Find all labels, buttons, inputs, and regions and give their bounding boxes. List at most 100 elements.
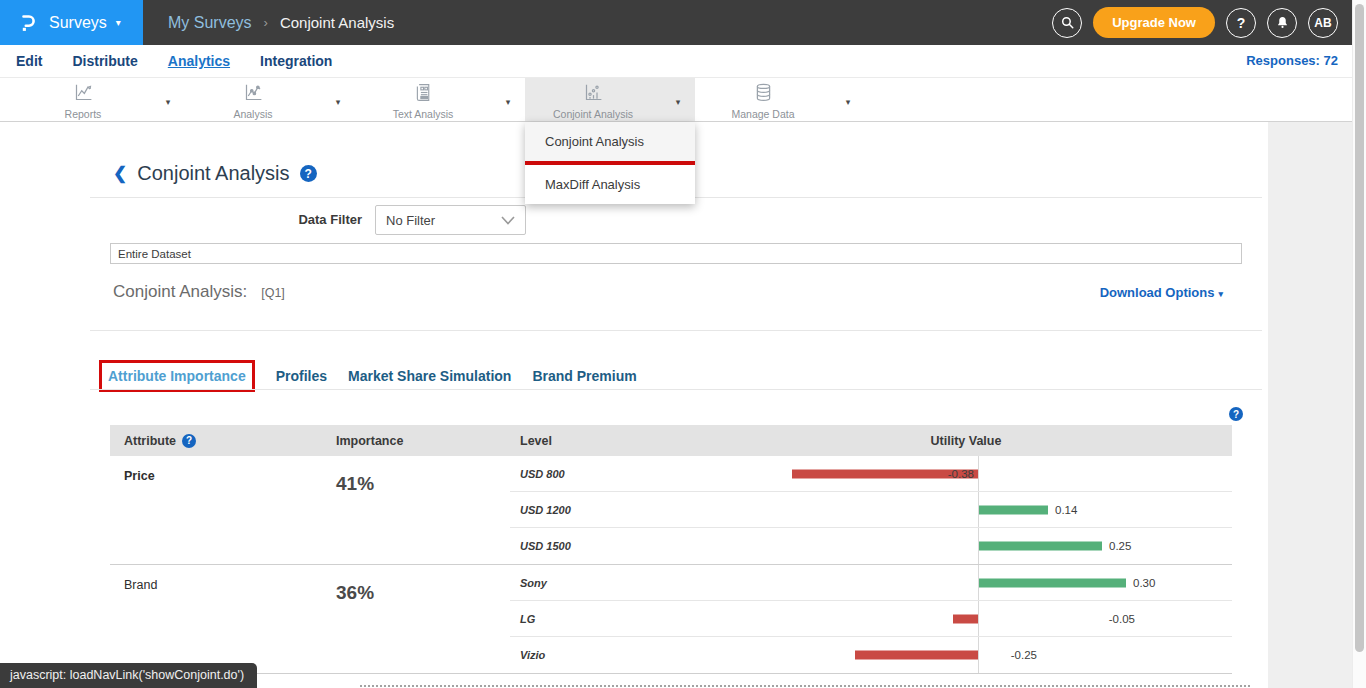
level-row: Vizio -0.25: [510, 637, 1232, 673]
divider: [90, 330, 1262, 331]
dataset-input[interactable]: [110, 243, 1242, 264]
utility-value-label: 0.30: [1133, 577, 1155, 589]
question-ref: [Q1]: [261, 286, 285, 300]
chevron-down-icon: [501, 216, 515, 225]
download-options-link[interactable]: Download Options▾: [1100, 285, 1223, 300]
level-name: USD 1200: [510, 504, 700, 516]
level-name: USD 800: [510, 468, 700, 480]
toolbar-item-label: Text Analysis: [393, 108, 454, 120]
attribute-group-price: Price41%USD 800-0.38USD 12000.14USD 1500…: [110, 456, 1232, 565]
conjoint-tabs: Attribute Importance Profiles Market Share…: [99, 360, 637, 392]
survey-nav-item-distribute[interactable]: Distribute: [72, 53, 137, 69]
table-help-icon[interactable]: ?: [1229, 407, 1243, 421]
utility-bar-cell: -0.05: [700, 601, 1232, 636]
help-button[interactable]: ?: [1226, 8, 1256, 38]
status-bar-link-preview: javascript: loadNavLink('showConjoint.do…: [0, 663, 257, 688]
database-icon: [753, 82, 774, 107]
conjoint-dropdown-menu: Conjoint Analysis MaxDiff Analysis: [525, 122, 695, 204]
scrollbar-thumb[interactable]: [1355, 4, 1364, 652]
divider: [90, 389, 1262, 390]
top-bar: Surveys ▾ My Surveys › Conjoint Analysis…: [0, 0, 1352, 45]
search-button[interactable]: [1052, 8, 1082, 38]
chevron-down-icon[interactable]: ▾: [321, 93, 355, 107]
attribute-group-brand: Brand36%Sony 0.30 LG-0.05 Vizio -0.25: [110, 565, 1232, 674]
column-header-utility-value: Utility Value: [700, 434, 1232, 448]
questionpro-logo-icon: [16, 11, 40, 35]
attribute-help-icon[interactable]: ?: [182, 434, 196, 448]
level-name: Sony: [510, 577, 700, 589]
tab-market-share-simulation[interactable]: Market Share Simulation: [348, 368, 511, 384]
survey-nav-links: Edit Distribute Analytics Integration: [16, 53, 332, 69]
row-divider-dotted: [360, 685, 1250, 687]
level-name: Vizio: [510, 649, 700, 661]
importance-value: 36%: [336, 565, 510, 673]
survey-nav-item-analytics[interactable]: Analytics: [168, 53, 230, 69]
data-filter-label: Data Filter: [240, 212, 362, 227]
toolbar-item-label: Conjoint Analysis: [553, 108, 633, 120]
column-header-level: Level: [510, 434, 700, 448]
data-filter-value: No Filter: [386, 213, 501, 228]
download-options-label: Download Options: [1100, 285, 1215, 300]
tab-profiles[interactable]: Profiles: [276, 368, 327, 384]
chevron-down-icon: ▾: [116, 17, 121, 28]
chevron-down-icon[interactable]: ▾: [491, 93, 525, 107]
topbar-actions: Upgrade Now ? AB: [1052, 7, 1352, 38]
importance-value: 41%: [336, 456, 510, 564]
utility-value-label: -0.05: [1109, 613, 1135, 625]
breadcrumb-my-surveys[interactable]: My Surveys: [168, 14, 252, 32]
survey-nav-item-integration[interactable]: Integration: [260, 53, 332, 69]
main-content: ❮ Conjoint Analysis ? Data Filter No Fil…: [0, 122, 1268, 688]
responses-count[interactable]: Responses: 72: [1246, 53, 1338, 68]
level-row: USD 1500 0.25: [510, 528, 1232, 564]
data-filter-select[interactable]: No Filter: [375, 205, 526, 235]
search-icon: [1060, 15, 1075, 30]
utility-value-label: -0.25: [1011, 649, 1037, 661]
utility-bar: [979, 505, 1048, 514]
toolbar-item-manage-data[interactable]: Manage Data ▾: [695, 78, 865, 121]
toolbar-item-analysis[interactable]: Analysis▾: [185, 78, 355, 121]
scatter-line-icon: [243, 82, 264, 107]
annotation-red-box: Attribute Importance: [99, 360, 255, 392]
utility-bar: [953, 614, 978, 623]
scrollbar-track[interactable]: [1352, 0, 1366, 688]
section-title: Conjoint Analysis:: [113, 282, 247, 302]
app-menu-label: Surveys: [49, 14, 107, 32]
toolbar-item-reports[interactable]: Reports▾: [15, 78, 185, 121]
level-name: USD 1500: [510, 540, 700, 552]
dropdown-item-maxdiff-analysis[interactable]: MaxDiff Analysis: [525, 165, 695, 204]
table-header-row: Attribute? Importance Level Utility Valu…: [110, 425, 1232, 456]
chevron-down-icon[interactable]: ▾: [151, 93, 185, 107]
upgrade-now-button[interactable]: Upgrade Now: [1093, 7, 1215, 38]
toolbar-item-label: Manage Data: [731, 108, 794, 120]
level-row: Sony 0.30: [510, 565, 1232, 601]
page-help-icon[interactable]: ?: [300, 165, 317, 182]
notifications-button[interactable]: [1267, 8, 1297, 38]
utility-bar-cell: 0.25: [700, 528, 1232, 564]
toolbar-item-text-analysis[interactable]: Text Analysis ▾: [355, 78, 525, 121]
breadcrumb: My Surveys › Conjoint Analysis: [168, 14, 394, 32]
attribute-name: Brand: [110, 565, 336, 673]
attribute-importance-table: Attribute? Importance Level Utility Valu…: [110, 425, 1232, 674]
avatar[interactable]: AB: [1308, 8, 1338, 38]
tab-brand-premium[interactable]: Brand Premium: [532, 368, 636, 384]
tab-attribute-importance[interactable]: Attribute Importance: [108, 368, 246, 384]
utility-value-label: 0.25: [1109, 540, 1131, 552]
dropdown-item-conjoint-analysis[interactable]: Conjoint Analysis: [525, 122, 695, 161]
utility-bar-cell: 0.30: [700, 565, 1232, 600]
breadcrumb-current: Conjoint Analysis: [280, 14, 394, 31]
chevron-down-icon[interactable]: ▾: [661, 93, 695, 107]
news-doc-icon: [413, 82, 434, 107]
utility-value-label: -0.38: [948, 468, 974, 480]
analytics-toolbar: Reports▾Analysis▾Text Analysis▾Conjoint …: [0, 78, 1352, 122]
toolbar-item-conjoint-analysis[interactable]: Conjoint Analysis ▾: [525, 78, 695, 121]
utility-bar-cell: -0.38: [700, 456, 1232, 491]
level-row: LG-0.05: [510, 601, 1232, 637]
column-header-attribute: Attribute?: [110, 434, 336, 448]
back-chevron-icon[interactable]: ❮: [113, 163, 127, 184]
chevron-down-icon[interactable]: ▾: [831, 93, 865, 107]
survey-nav-item-edit[interactable]: Edit: [16, 53, 42, 69]
app-window: Surveys ▾ My Surveys › Conjoint Analysis…: [0, 0, 1366, 688]
breadcrumb-separator-icon: ›: [264, 15, 268, 30]
dot-chart-icon: [583, 82, 604, 107]
app-switcher[interactable]: Surveys ▾: [0, 0, 143, 45]
